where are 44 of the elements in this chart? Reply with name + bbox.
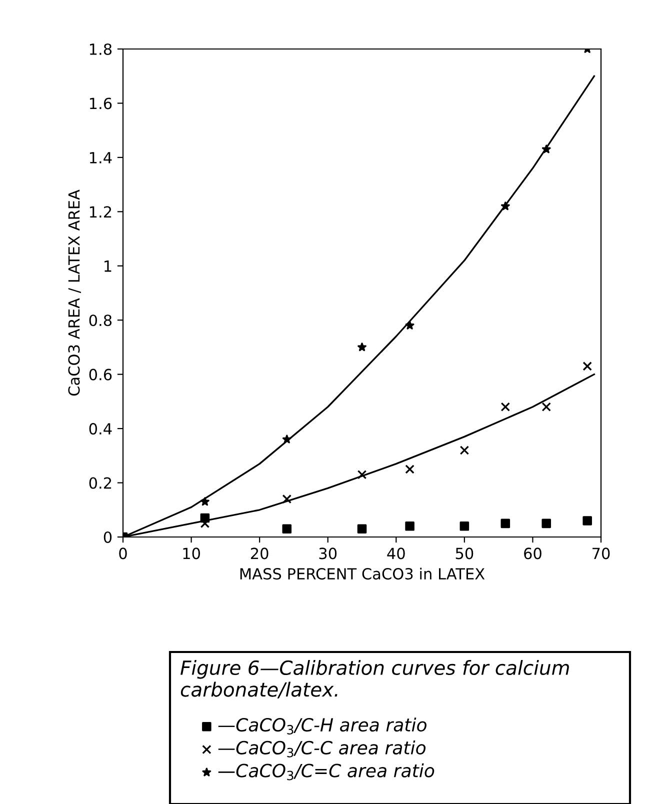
point — [542, 518, 552, 528]
x-tick-label: 20 — [250, 548, 268, 560]
y-tick-label: 1.4 — [90, 152, 112, 164]
y-tick-label: 1 — [104, 260, 112, 272]
point — [405, 464, 414, 474]
y-tick-label: 0 — [104, 531, 112, 544]
point — [282, 524, 292, 534]
point — [282, 494, 292, 504]
point — [200, 497, 210, 506]
x-tick-label: 0 — [119, 548, 127, 560]
point — [460, 522, 470, 531]
point — [358, 342, 366, 352]
y-axis-title: CaCO3 AREA / LATEX AREA — [68, 190, 81, 396]
point — [500, 402, 510, 412]
legend-label: —CaCO$_{3}$/C=C area ratio — [218, 763, 434, 780]
legend-label: —CaCO$_{3}$/C-H area ratio — [218, 718, 426, 734]
point — [542, 144, 551, 154]
x-axis-title: MASS PERCENT CaCO3 in LATEX — [240, 568, 485, 580]
point — [357, 470, 367, 480]
y-tick-label: 0.2 — [89, 477, 112, 489]
x-tick-label: 60 — [524, 548, 542, 560]
caption: Figure 6—Calibration curves for calcium carbonate/latex. — [180, 660, 569, 698]
point — [405, 522, 414, 531]
x-tick-label: 40 — [387, 548, 405, 560]
y-tick-label: 1.2 — [90, 206, 112, 218]
point — [542, 402, 552, 412]
point — [500, 518, 510, 528]
x-tick-label: 50 — [456, 548, 474, 560]
y-tick-label: 1.8 — [90, 43, 112, 56]
legend-label: —CaCO$_{3}$/C-C area ratio — [218, 740, 426, 758]
y-tick-label: 0.6 — [89, 368, 112, 380]
x-tick-label: 70 — [592, 548, 610, 560]
x-tick-label: 10 — [183, 548, 200, 560]
point — [405, 320, 414, 330]
point — [357, 524, 367, 534]
point — [582, 362, 592, 371]
point — [282, 434, 292, 444]
y-tick-label: 0.4 — [89, 423, 112, 435]
y-tick-label: 0.8 — [89, 314, 112, 326]
point — [460, 446, 470, 455]
x-tick-label: 30 — [319, 548, 337, 560]
y-tick-label: 1.6 — [90, 98, 112, 110]
point — [500, 202, 510, 210]
point — [582, 516, 592, 526]
